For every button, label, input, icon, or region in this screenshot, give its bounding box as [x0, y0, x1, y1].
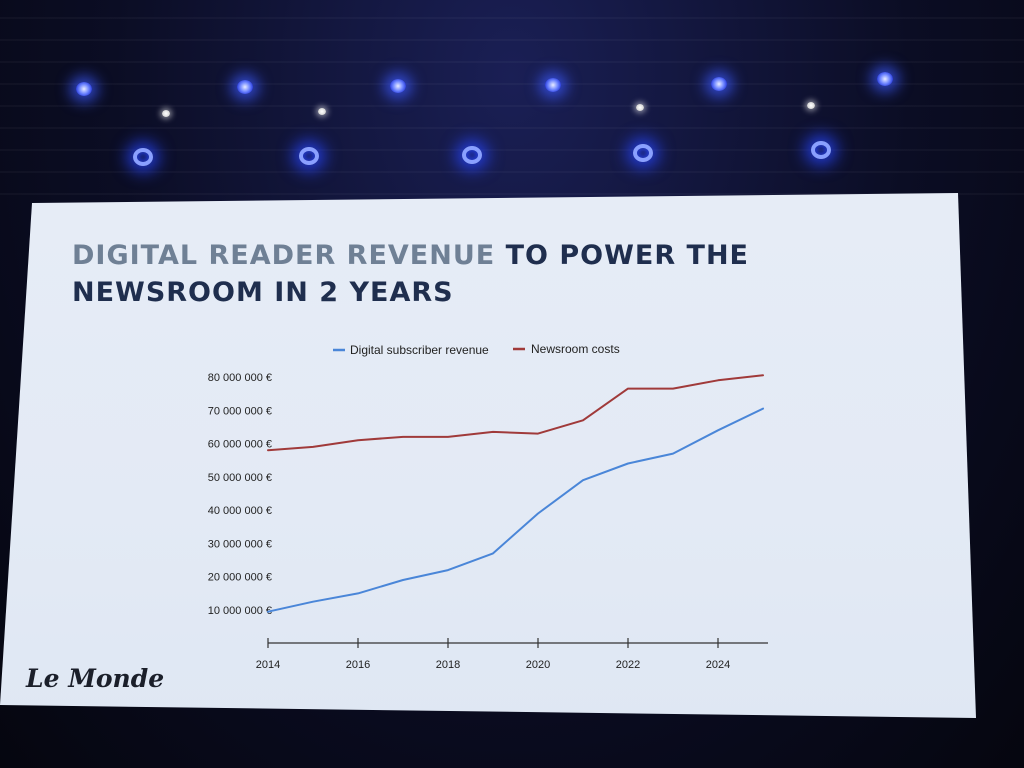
- series-layer: [267, 374, 764, 613]
- y-tick-label: 40 000 000 €: [208, 505, 272, 517]
- spot-light-icon: [318, 108, 326, 115]
- ring-light-icon: [633, 144, 653, 162]
- stage-light-icon: [390, 79, 406, 93]
- ring-light-icon: [811, 141, 831, 159]
- slide-title-line2: NEWSROOM IN 2 YEARS: [72, 277, 454, 308]
- x-tick-label: 2020: [526, 659, 550, 671]
- spot-light-icon: [807, 102, 815, 109]
- lighting-truss: [0, 0, 1024, 195]
- y-tick-label: 10 000 000 €: [208, 605, 272, 617]
- legend-label-revenue: Digital subscriber revenue: [350, 343, 489, 357]
- x-tick-label: 2024: [706, 659, 730, 671]
- slide-title-accent: DIGITAL READER REVENUE: [72, 240, 496, 271]
- stage-light-icon: [711, 77, 727, 91]
- x-tick-label: 2014: [256, 659, 280, 671]
- x-tick-label: 2018: [436, 659, 460, 671]
- series-line-costs: [267, 374, 764, 452]
- stage-light-icon: [545, 78, 561, 92]
- stage-light-icon: [877, 72, 893, 86]
- ring-light-icon: [299, 147, 319, 165]
- y-tick-label: 80 000 000 €: [208, 372, 272, 384]
- y-tick-label: 50 000 000 €: [208, 472, 272, 484]
- ring-light-icon: [133, 148, 153, 166]
- y-tick-label: 60 000 000 €: [208, 439, 272, 451]
- spot-light-icon: [636, 104, 644, 111]
- x-tick-label: 2022: [616, 659, 640, 671]
- spot-light-icon: [162, 110, 170, 117]
- stage-light-icon: [76, 82, 92, 96]
- projection-screen: [0, 193, 976, 718]
- slide-title: DIGITAL READER REVENUE TO POWER THE NEWS…: [72, 237, 872, 311]
- series-line-revenue: [267, 407, 764, 613]
- legend: Digital subscriber revenue Newsroom cost…: [333, 342, 620, 357]
- stage-light-icon: [237, 80, 253, 94]
- y-tick-label: 70 000 000 €: [208, 405, 272, 417]
- x-axis: 2014 2016 2018 2020 2022 2024: [256, 638, 768, 671]
- y-axis: 10 000 000 € 20 000 000 € 30 000 000 € 40 0…: [208, 372, 272, 617]
- ring-light-icon: [462, 146, 482, 164]
- slide-title-line1: TO POWER THE: [495, 240, 749, 271]
- le-monde-logo: Le Monde: [26, 664, 165, 693]
- x-tick-label: 2016: [346, 659, 370, 671]
- y-tick-label: 30 000 000 €: [208, 538, 272, 550]
- y-tick-label: 20 000 000 €: [208, 572, 272, 584]
- legend-label-costs: Newsroom costs: [531, 342, 620, 356]
